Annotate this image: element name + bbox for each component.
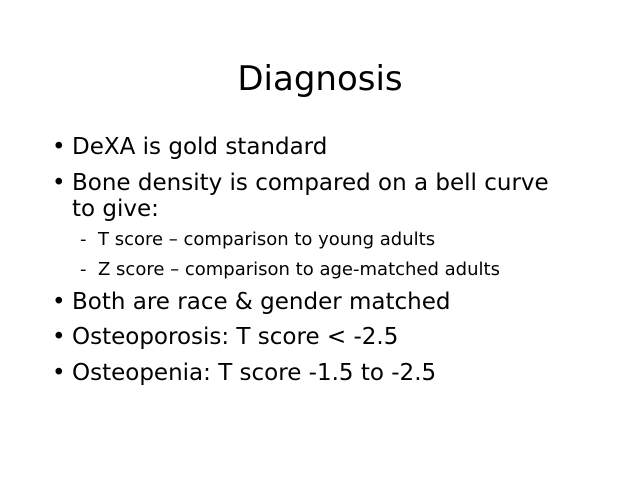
slide-title: Diagnosis [237,59,403,99]
bullet-item: • Bone density is compared on a bell cur… [52,170,577,222]
bullet-text: Osteopenia: T score -1.5 to -2.5 [72,360,437,386]
bullet-text: Both are race & gender matched [72,289,451,315]
bullet-marker: • [52,360,66,386]
sub-bullet-text: Z score – comparison to age-matched adul… [98,259,500,280]
bullet-item: • Both are race & gender matched [52,289,592,315]
bullet-text: Osteoporosis: T score < -2.5 [72,324,399,350]
bullet-item: • DeXA is gold standard [52,134,592,160]
bullet-marker: • [52,134,66,160]
sub-bullet-marker: - [80,259,87,280]
bullet-marker: • [52,324,66,350]
sub-bullet-item: - T score – comparison to young adults [80,229,598,251]
sub-bullet-text: T score – comparison to young adults [98,229,436,250]
sub-bullet-item: - Z score – comparison to age-matched ad… [80,259,598,281]
bullet-text: DeXA is gold standard [72,134,328,160]
sub-bullet-marker: - [80,229,87,250]
bullet-text: Bone density is compared on a bell curve… [72,170,549,222]
bullet-marker: • [52,289,66,315]
bullet-item: • Osteoporosis: T score < -2.5 [52,324,592,350]
bullet-item: • Osteopenia: T score -1.5 to -2.5 [52,360,592,386]
bullet-marker: • [52,170,66,196]
